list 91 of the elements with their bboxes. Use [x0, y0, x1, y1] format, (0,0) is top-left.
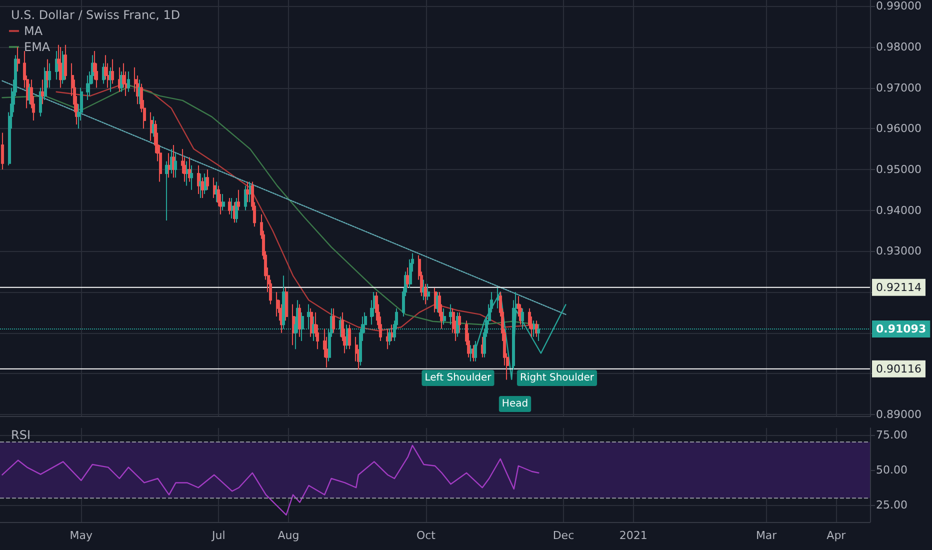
candlestick — [59, 46, 62, 88]
candlestick — [235, 198, 238, 224]
candlestick — [44, 66, 47, 101]
candlestick — [1, 132, 4, 170]
candlestick — [427, 283, 430, 301]
candlestick — [86, 75, 89, 101]
chart-title: RSI — [11, 428, 30, 442]
x-tick-label: Apr — [826, 529, 846, 542]
candlestick — [17, 46, 20, 72]
candlestick — [118, 66, 121, 92]
candlestick — [292, 304, 295, 346]
y-tick-label: 0.93000 — [876, 244, 922, 258]
y-tick-label: 0.95000 — [876, 162, 922, 176]
candlestick — [535, 320, 538, 338]
candlestick — [111, 58, 114, 84]
annotation: Head — [502, 398, 528, 410]
candlestick — [165, 160, 168, 222]
x-tick-label: Aug — [278, 529, 300, 542]
candlestick — [237, 189, 240, 211]
line-series — [2, 444, 540, 516]
candlestick — [206, 168, 209, 190]
candlestick — [120, 70, 123, 92]
candlestick — [443, 308, 446, 326]
candlestick — [199, 173, 202, 199]
candlestick — [458, 312, 461, 334]
ref-line-label: 0.92114 — [876, 280, 922, 294]
candlestick — [231, 198, 234, 219]
candlestick — [222, 193, 225, 211]
candlestick — [201, 177, 204, 199]
candlestick — [186, 160, 189, 186]
candlestick — [422, 279, 425, 301]
annotation: Left Shoulder — [424, 372, 492, 384]
candlestick — [213, 177, 216, 199]
candlestick — [188, 156, 191, 182]
y-tick-label: 0.98000 — [876, 40, 922, 54]
y-tick-label: 0.96000 — [876, 122, 922, 136]
candlestick — [282, 275, 285, 330]
y-tick-label: 0.99000 — [876, 0, 922, 13]
candlestick — [46, 58, 49, 88]
candlestick — [190, 164, 193, 190]
candlestick — [39, 87, 42, 117]
candlestick — [174, 152, 177, 178]
candlestick — [109, 66, 112, 92]
candlestick — [332, 308, 335, 334]
y-tick-label: 50.00 — [876, 464, 908, 477]
y-tick-label: 0.97000 — [876, 81, 922, 94]
candlestick — [172, 144, 175, 178]
candlestick — [348, 324, 351, 350]
y-tick-label: 75.00 — [876, 428, 908, 442]
candlestick — [197, 164, 200, 194]
candlestick — [298, 304, 301, 338]
candlestick — [424, 283, 427, 305]
y-tick-label: 25.00 — [876, 498, 908, 512]
candlestick — [55, 50, 58, 80]
x-tick-label: 2021 — [619, 529, 648, 542]
candlestick — [168, 152, 171, 178]
candlestick — [481, 336, 484, 358]
annotation: Right Shoulder — [520, 372, 595, 384]
x-tick-label: May — [70, 529, 93, 542]
candlestick — [150, 112, 153, 142]
candlestick — [285, 287, 288, 322]
candlestick — [228, 198, 231, 215]
candlestick — [64, 44, 67, 80]
y-tick-label: 0.94000 — [876, 204, 922, 217]
text: U.S. Dollar / Swiss Franc, 1D — [11, 8, 180, 22]
x-tick-label: Mar — [756, 529, 778, 542]
candlestick — [246, 181, 249, 203]
legend-label: MA — [24, 24, 44, 38]
y-tick-label: 0.89000 — [876, 408, 922, 421]
ref-line-label: 0.91093 — [876, 322, 926, 336]
candlestick — [244, 185, 247, 211]
candlestick — [249, 181, 252, 203]
candlestick — [386, 328, 389, 350]
candlestick — [127, 70, 130, 92]
x-tick-label: Jul — [210, 529, 226, 542]
candlestick — [152, 116, 155, 138]
legend-label: EMA — [24, 40, 51, 54]
candlestick — [276, 291, 279, 317]
x-tick-label: Dec — [552, 529, 574, 542]
ref-line-label: 0.90116 — [876, 362, 922, 376]
candlestick — [41, 79, 44, 105]
candlestick — [310, 308, 313, 338]
candlestick — [48, 62, 51, 88]
candlestick — [312, 316, 315, 342]
candlestick — [138, 79, 141, 105]
x-tick-label: Oct — [416, 529, 436, 542]
candlestick — [391, 324, 394, 342]
candlestick — [406, 266, 409, 288]
candlestick — [470, 344, 473, 362]
candlestick — [215, 181, 218, 203]
candlestick — [449, 304, 452, 326]
